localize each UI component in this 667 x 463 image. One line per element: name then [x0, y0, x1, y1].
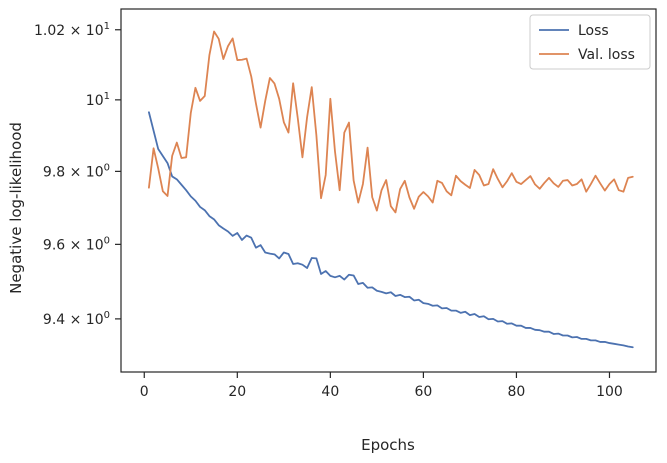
x-tick-label: 0 [140, 384, 149, 400]
legend-box [529, 14, 651, 70]
y-tick-label: 9.6 × 100 [43, 235, 110, 253]
legend-label-loss: Loss [578, 23, 609, 39]
legend: Loss Val. loss [529, 14, 651, 70]
x-tick-label: 20 [228, 384, 246, 400]
series-line-val-loss [148, 30, 634, 214]
series-line-loss [148, 111, 634, 349]
x-axis-label: Epochs [361, 436, 415, 454]
y-axis-label: Negative log-likelihood [7, 122, 25, 294]
x-tick-label: 100 [596, 384, 623, 400]
x-tick-label: 80 [508, 384, 526, 400]
y-tick-label: 101 [86, 91, 110, 109]
series-layer [148, 30, 634, 349]
x-tick-label: 60 [414, 384, 432, 400]
y-axis-ticks: 9.4 × 100 9.6 × 100 9.8 × 100 101 1.02 × 101 [34, 21, 121, 328]
legend-label-val-loss: Val. loss [578, 47, 635, 63]
x-tick-label: 40 [321, 384, 339, 400]
y-tick-label: 9.8 × 100 [43, 162, 110, 180]
y-tick-label: 9.4 × 100 [43, 310, 110, 328]
y-tick-label: 1.02 × 101 [34, 21, 110, 39]
x-axis-ticks: 0 20 40 60 80 100 [140, 372, 623, 400]
